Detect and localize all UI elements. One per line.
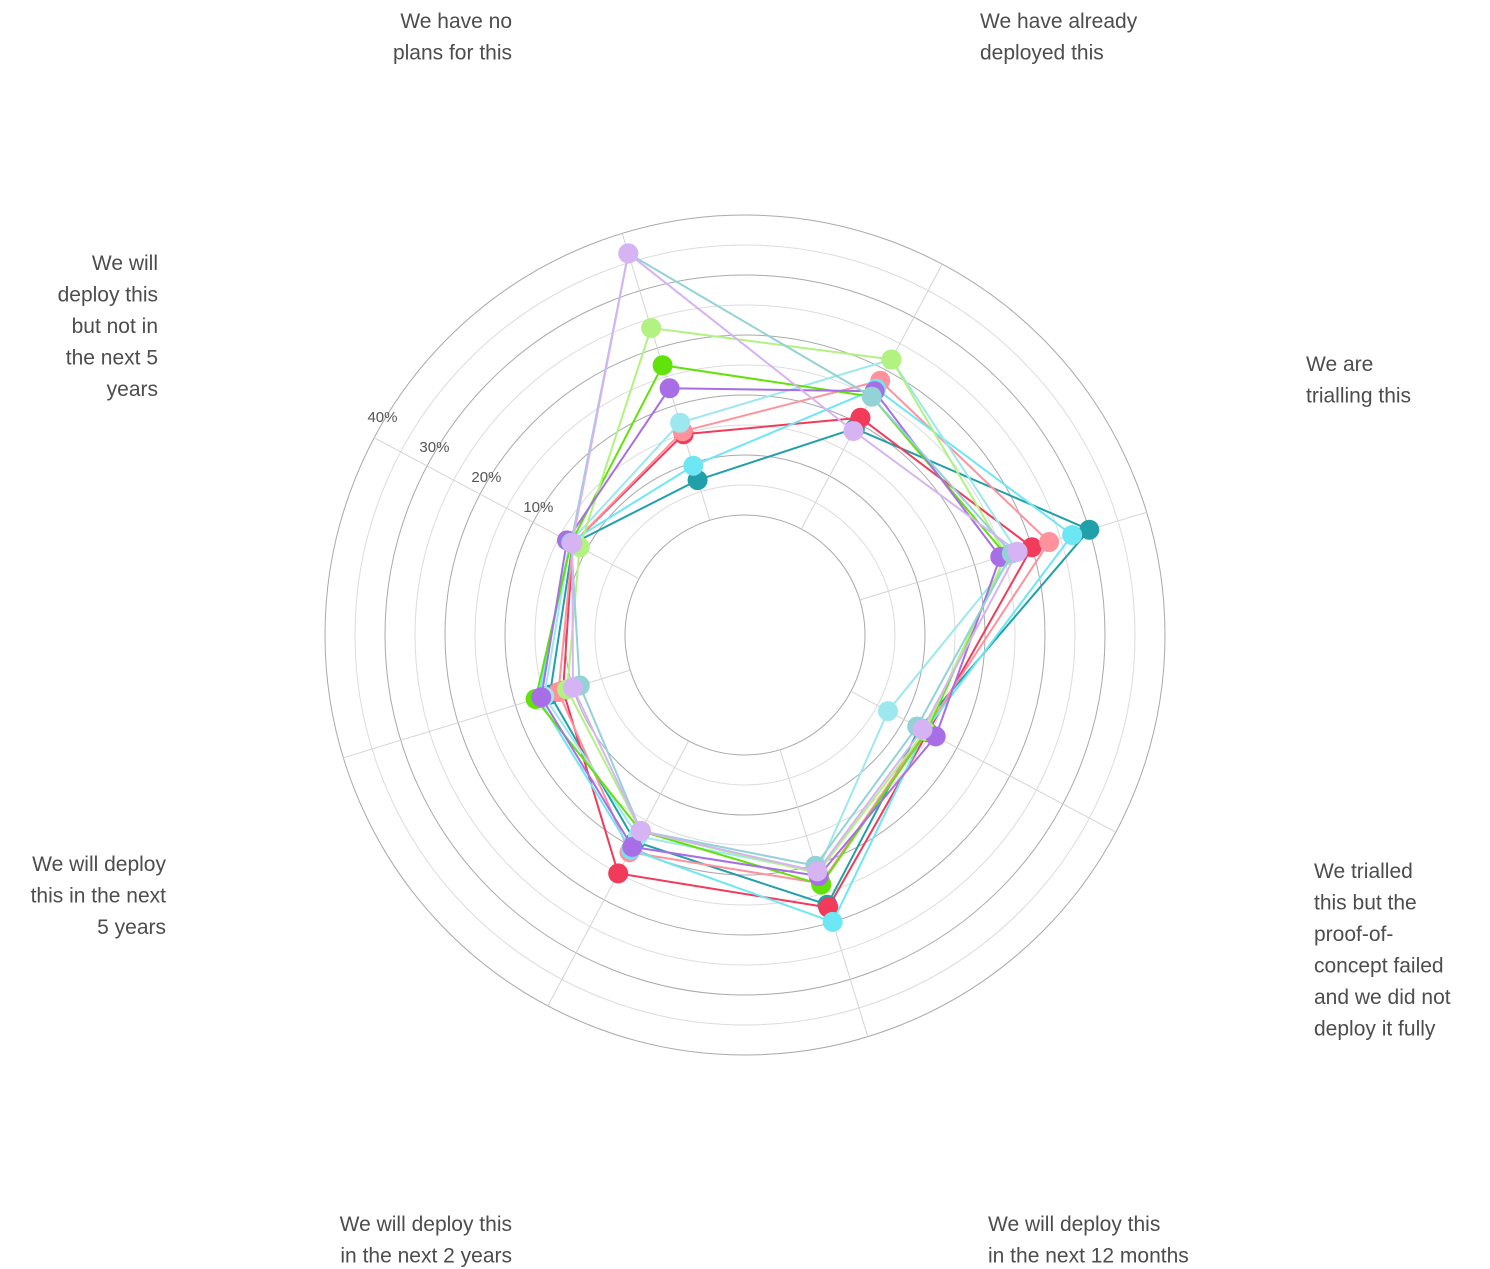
series-line — [537, 387, 1074, 923]
data-point — [652, 355, 673, 376]
series-layer — [525, 243, 1100, 932]
data-point — [622, 836, 643, 857]
grid-ring — [354, 244, 1136, 1026]
data-point — [531, 687, 552, 708]
grid-ring — [534, 424, 956, 846]
data-point — [1079, 519, 1100, 540]
data-point — [912, 719, 933, 740]
category-label: We will deploy this in the next 5 years — [31, 853, 167, 939]
series-10 — [562, 243, 1028, 882]
data-point — [562, 677, 583, 698]
series-line — [566, 327, 1008, 875]
grid-ring — [474, 364, 1016, 906]
data-point — [608, 863, 629, 884]
tick-label: 20% — [471, 469, 501, 486]
data-point — [843, 421, 864, 441]
grid-ring — [444, 334, 1046, 936]
data-point — [878, 701, 898, 722]
data-point — [1007, 541, 1028, 562]
grid-ring — [624, 514, 866, 756]
data-point — [670, 412, 691, 433]
data-point — [861, 386, 882, 407]
tick-label: 30% — [419, 439, 449, 456]
data-point — [618, 243, 639, 264]
category-label: We have already deployed this — [980, 10, 1138, 65]
grid-ring — [594, 484, 896, 786]
data-point — [1039, 532, 1060, 552]
data-point — [1062, 525, 1083, 545]
tick-label: 10% — [523, 499, 553, 516]
grid-ring — [384, 274, 1106, 996]
grid-ring — [414, 304, 1076, 966]
category-label: We will deploy this in the next 2 years — [340, 1213, 512, 1268]
data-point — [630, 821, 651, 841]
data-point — [659, 378, 680, 399]
data-point — [641, 318, 662, 338]
category-label: We trialled this but the proof-of-concept … — [1314, 860, 1451, 1041]
category-label: We will deploy this in the next 12 months — [988, 1213, 1189, 1268]
tick-label: 40% — [367, 409, 397, 426]
data-point — [822, 911, 843, 932]
data-point — [562, 533, 583, 554]
data-point — [683, 455, 704, 476]
category-label: We are trialling this — [1306, 353, 1411, 408]
grid-ring — [324, 214, 1166, 1056]
data-point — [881, 349, 902, 370]
grid-ring — [564, 454, 926, 816]
label-layer: 10% 20% 30% 40% We have no plans for this We h… — [31, 10, 1451, 1268]
series-line — [570, 252, 1013, 867]
category-label: We have no plans for this — [393, 10, 512, 65]
category-label: We will deploy this but not in the next 5 ye… — [58, 252, 158, 401]
grid-spoke — [373, 437, 640, 580]
series-8 — [531, 378, 1011, 886]
data-point — [807, 861, 828, 882]
grid-ring — [504, 394, 986, 876]
